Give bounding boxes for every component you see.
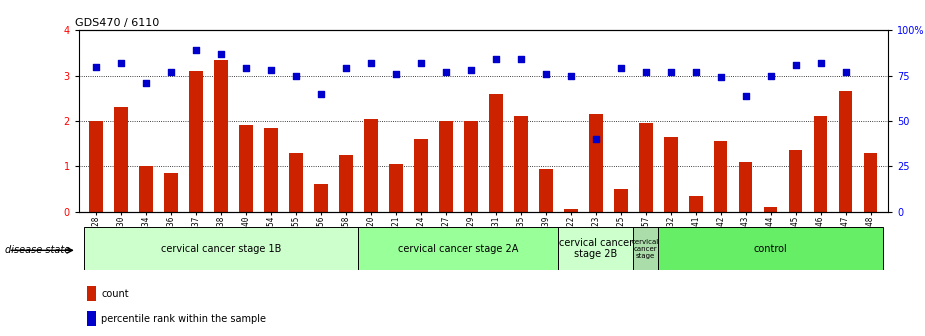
Text: cervical cancer
stage 2B: cervical cancer stage 2B — [559, 238, 633, 259]
Text: cervical
cancer
stage: cervical cancer stage — [632, 239, 660, 259]
Point — [114, 60, 129, 66]
Text: GDS470 / 6110: GDS470 / 6110 — [75, 18, 159, 28]
Text: disease state: disease state — [5, 245, 70, 255]
Bar — [539, 169, 552, 212]
Bar — [439, 121, 452, 212]
Bar — [164, 173, 178, 212]
Point — [513, 56, 528, 62]
Point — [713, 75, 728, 80]
Bar — [864, 153, 878, 212]
Point — [314, 91, 328, 96]
Point — [838, 69, 853, 75]
Bar — [714, 141, 727, 212]
Point — [663, 69, 678, 75]
Bar — [659, 227, 883, 270]
Text: cervical cancer stage 2A: cervical cancer stage 2A — [398, 244, 519, 254]
Bar — [87, 286, 96, 301]
Point — [588, 136, 603, 142]
Text: count: count — [102, 289, 129, 299]
Bar — [414, 139, 427, 212]
Bar — [564, 209, 577, 212]
Point — [189, 47, 204, 53]
Bar — [789, 151, 803, 212]
Point — [388, 71, 403, 77]
Point — [339, 66, 353, 71]
Point — [788, 62, 803, 68]
Bar — [664, 137, 677, 212]
Bar — [839, 91, 853, 212]
Point — [438, 69, 453, 75]
Point — [563, 73, 578, 78]
Bar — [589, 114, 602, 212]
Point — [813, 60, 828, 66]
Bar — [489, 94, 502, 212]
Bar — [83, 227, 358, 270]
Point — [688, 69, 703, 75]
Point — [738, 93, 753, 98]
Point — [289, 73, 303, 78]
Bar — [314, 184, 327, 212]
Bar — [339, 155, 352, 212]
Point — [538, 71, 553, 77]
Point — [613, 66, 628, 71]
Bar — [265, 128, 277, 212]
Bar — [87, 311, 96, 326]
Point — [638, 69, 653, 75]
Bar — [639, 123, 652, 212]
Bar — [514, 117, 527, 212]
Point — [763, 73, 778, 78]
Point — [214, 51, 228, 56]
Bar — [814, 117, 828, 212]
Bar — [559, 227, 634, 270]
Bar — [358, 227, 559, 270]
Point — [264, 68, 278, 73]
Point — [164, 69, 179, 75]
Point — [139, 80, 154, 86]
Bar — [215, 60, 228, 212]
Point — [364, 60, 378, 66]
Bar — [634, 227, 659, 270]
Point — [239, 66, 253, 71]
Bar — [464, 121, 477, 212]
Bar — [190, 71, 203, 212]
Text: control: control — [754, 244, 787, 254]
Bar — [739, 162, 752, 212]
Bar — [389, 164, 402, 212]
Point — [463, 68, 478, 73]
Bar — [139, 166, 153, 212]
Bar — [114, 108, 128, 212]
Bar — [290, 153, 302, 212]
Bar — [764, 207, 777, 212]
Bar — [240, 126, 253, 212]
Bar — [614, 189, 627, 212]
Bar — [364, 119, 377, 212]
Text: cervical cancer stage 1B: cervical cancer stage 1B — [161, 244, 281, 254]
Point — [413, 60, 428, 66]
Text: percentile rank within the sample: percentile rank within the sample — [102, 314, 266, 324]
Bar — [689, 196, 702, 212]
Point — [89, 64, 104, 69]
Bar — [89, 121, 103, 212]
Point — [488, 56, 503, 62]
